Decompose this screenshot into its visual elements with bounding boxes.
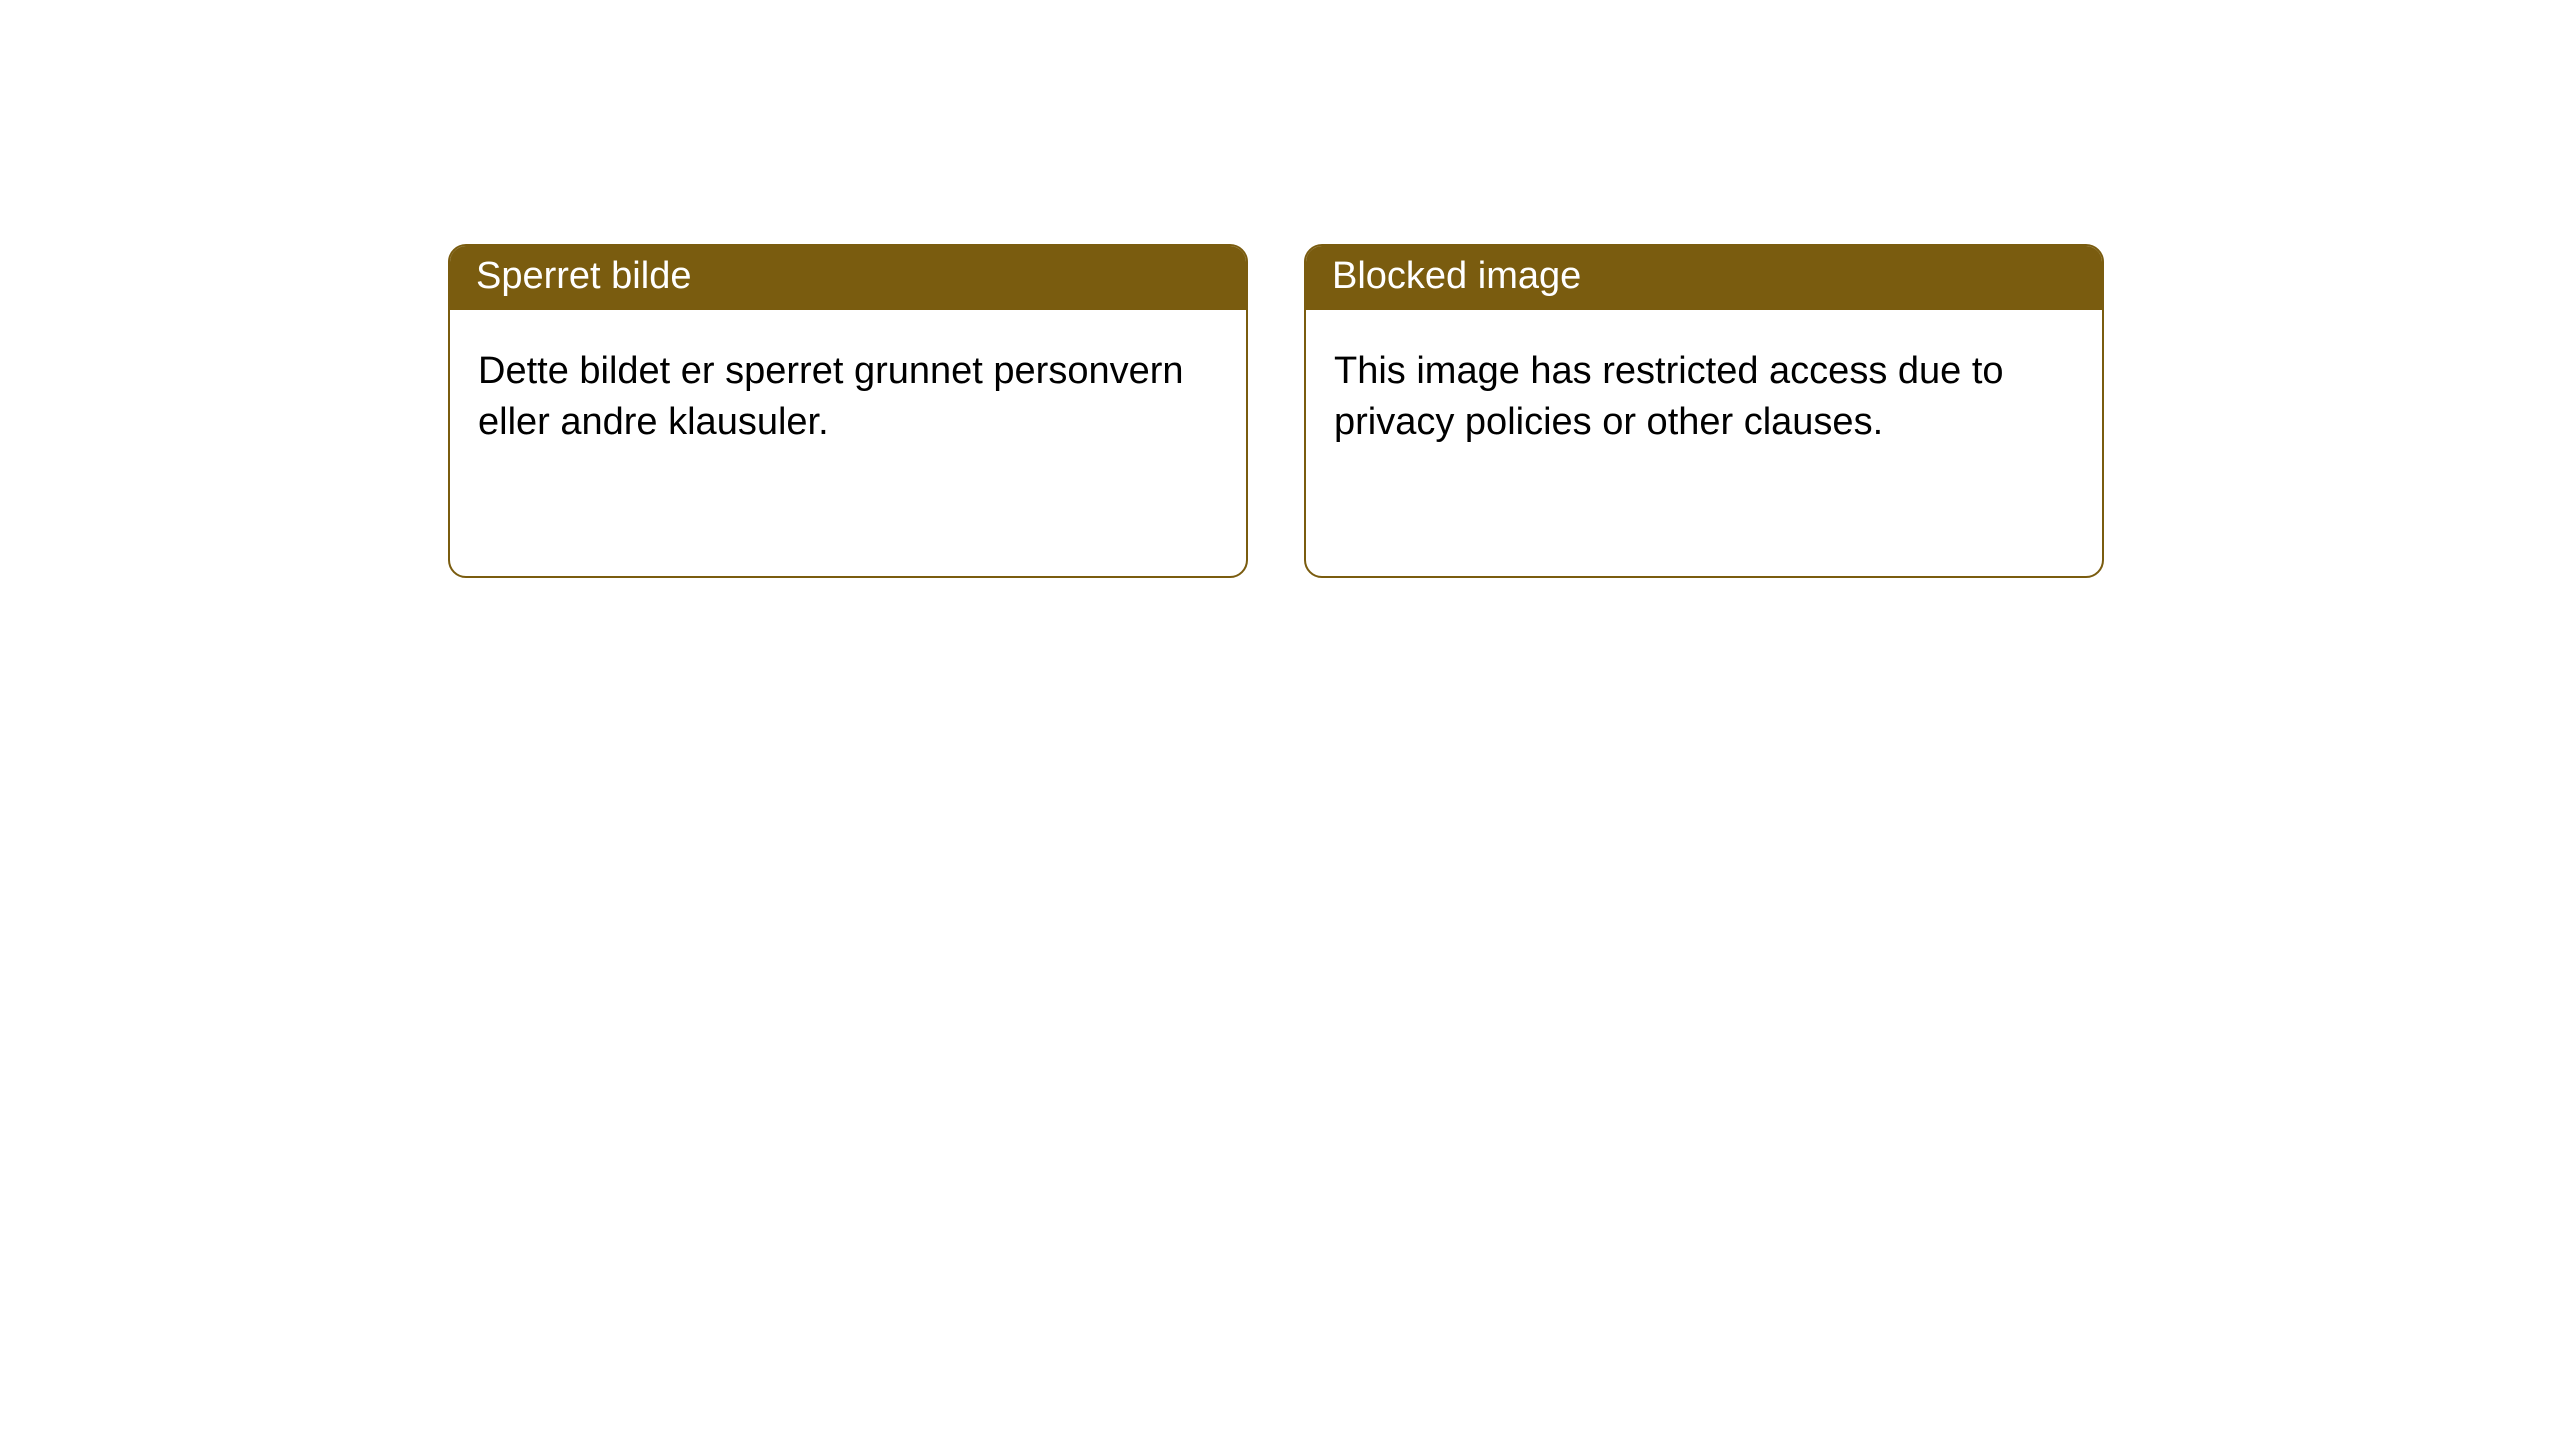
card-header: Blocked image xyxy=(1306,246,2102,310)
card-title: Blocked image xyxy=(1332,255,1581,297)
card-body-text: Dette bildet er sperret grunnet personve… xyxy=(478,350,1184,443)
card-body-text: This image has restricted access due to … xyxy=(1334,350,2004,443)
card-body: Dette bildet er sperret grunnet personve… xyxy=(450,310,1246,476)
notice-card-norwegian: Sperret bilde Dette bildet er sperret gr… xyxy=(448,244,1248,578)
card-body: This image has restricted access due to … xyxy=(1306,310,2102,476)
cards-container: Sperret bilde Dette bildet er sperret gr… xyxy=(0,0,2560,578)
card-header: Sperret bilde xyxy=(450,246,1246,310)
notice-card-english: Blocked image This image has restricted … xyxy=(1304,244,2104,578)
card-title: Sperret bilde xyxy=(476,255,691,297)
